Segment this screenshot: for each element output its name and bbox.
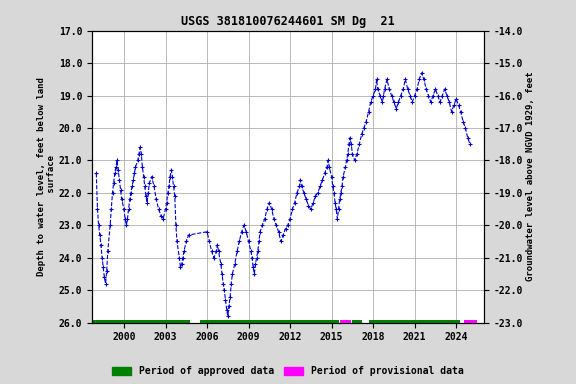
Bar <box>200 319 339 326</box>
Y-axis label: Groundwater level above NGVD 1929, feet: Groundwater level above NGVD 1929, feet <box>526 72 535 281</box>
Y-axis label: Depth to water level, feet below land
 surface: Depth to water level, feet below land su… <box>37 77 56 276</box>
Title: USGS 381810076244601 SM Dg  21: USGS 381810076244601 SM Dg 21 <box>181 15 395 28</box>
Bar <box>369 319 460 326</box>
Bar <box>92 319 191 326</box>
Bar <box>353 319 362 326</box>
Legend: Period of approved data, Period of provisional data: Period of approved data, Period of provi… <box>109 363 467 379</box>
Bar <box>340 319 351 326</box>
Bar <box>464 319 477 326</box>
